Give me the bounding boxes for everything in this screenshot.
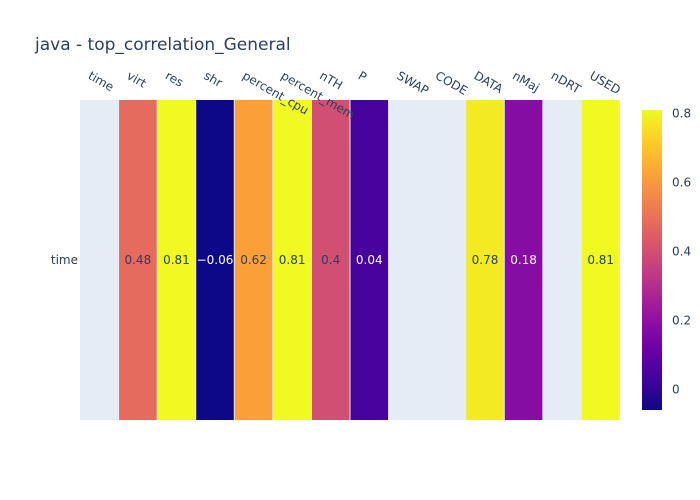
y-tick-label-time: time [51,253,78,267]
colorbar: 0 0.2 0.4 0.6 0.8 [642,106,691,410]
heatmap-cell-USED [581,100,620,420]
plot-area [80,100,620,420]
x-tick-label-nMaj: nMaj [510,68,542,94]
heatmap-cell-nTH [311,100,350,420]
chart-title: java - top_correlation_General [34,35,291,55]
cell-label-shr: −0.06 [197,253,234,267]
x-tick-label-shr: shr [202,68,225,90]
heatmap-cell-percent_cpu [234,100,273,420]
x-tick-label-USED: USED [587,68,623,97]
cell-label-percent_cpu: 0.62 [240,253,267,267]
colorbar-tick-label: 0.8 [672,106,691,120]
cell-label-nMaj: 0.18 [510,253,537,267]
x-tick-label-SWAP: SWAP [394,68,431,97]
x-tick-label-DATA: DATA [472,68,506,96]
heatmap-cell-res [157,100,196,420]
colorbar-gradient [642,110,662,410]
colorbar-tick-label: 0.4 [672,244,691,258]
heatmap-cell-P [350,100,389,420]
cell-label-res: 0.81 [163,253,190,267]
x-tick-label-CODE: CODE [433,68,470,97]
x-tick-label-virt: virt [124,68,149,90]
x-tick-label-time: time [86,68,116,94]
colorbar-tick-label: 0.2 [672,313,691,327]
cell-label-percent_mem: 0.81 [279,253,306,267]
colorbar-tick-label: 0 [672,382,680,396]
cell-label-virt: 0.48 [124,253,151,267]
heatmap-cell-percent_mem [273,100,311,420]
cell-label-DATA: 0.78 [472,253,499,267]
colorbar-tick-label: 0.6 [672,175,691,189]
cell-label-P: 0.04 [356,253,383,267]
cell-label-nTH: 0.4 [321,253,340,267]
cell-label-USED: 0.81 [587,253,614,267]
heatmap-cell-virt [119,100,157,420]
x-tick-label-P: P [356,68,369,84]
y-axis-ticks: time [51,253,78,267]
heatmap-cell-DATA [466,100,504,420]
x-tick-label-res: res [163,68,186,89]
cell-labels: 0.48 0.81 −0.06 0.62 0.81 0.4 0.04 0.78 0.18 0.81 [124,253,614,267]
x-tick-label-nDRT: nDRT [549,68,584,96]
heatmap-cell-shr [196,100,234,420]
heatmap-cell-nMaj [504,100,543,420]
